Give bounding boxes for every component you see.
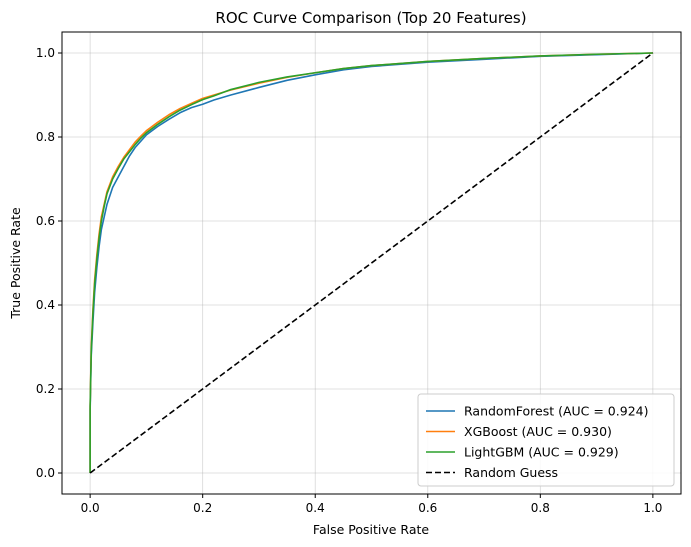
- plot-frame: [61, 31, 682, 495]
- legend-label-3: Random Guess: [464, 465, 558, 480]
- x-tick-label: 0.2: [193, 501, 212, 515]
- grid: [62, 32, 681, 494]
- series-line-0: [89, 52, 653, 473]
- x-tick-label: 0.0: [81, 501, 100, 515]
- chart-title: ROC Curve Comparison (Top 20 Features): [215, 9, 526, 27]
- y-axis-label: True Positive Rate: [8, 207, 23, 320]
- series-line-3: [89, 52, 654, 474]
- x-tick-label: 1.0: [643, 501, 662, 515]
- y-tick-label: 0.4: [36, 298, 55, 312]
- x-tick-label: 0.6: [418, 501, 437, 515]
- x-axis-label: False Positive Rate: [313, 522, 429, 537]
- legend-box: [417, 393, 675, 487]
- series-lines: [89, 52, 654, 474]
- y-tick-label: 0.2: [36, 382, 55, 396]
- legend-label-0: RandomForest (AUC = 0.924): [464, 404, 648, 419]
- y-tick-label: 1.0: [36, 46, 55, 60]
- y-tick-label: 0.6: [36, 214, 55, 228]
- series-line-2: [89, 52, 653, 473]
- y-axis-ticks: 0.0 0.2 0.4 0.6 0.8 1.0: [36, 46, 62, 480]
- x-axis-ticks: 0.0 0.2 0.4 0.6 0.8 1.0: [81, 494, 662, 515]
- legend-label-1: XGBoost (AUC = 0.930): [464, 424, 612, 439]
- y-tick-label: 0.0: [36, 466, 55, 480]
- x-tick-label: 0.4: [306, 501, 325, 515]
- x-tick-label: 0.8: [531, 501, 550, 515]
- legend-label-2: LightGBM (AUC = 0.929): [464, 445, 619, 460]
- legend: RandomForest (AUC = 0.924) XGBoost (AUC =…: [417, 393, 675, 487]
- y-tick-label: 0.8: [36, 130, 55, 144]
